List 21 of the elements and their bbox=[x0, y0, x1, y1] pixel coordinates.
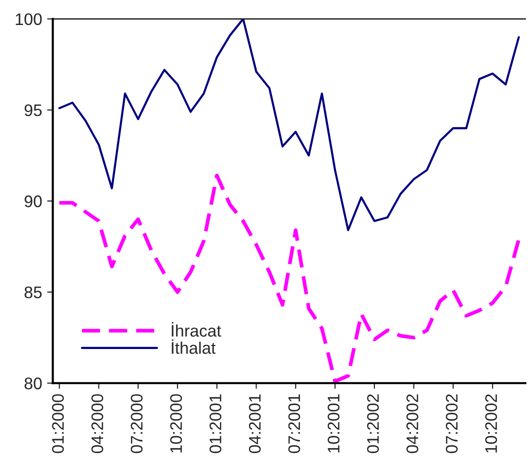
x-tick-label: 07:2001 bbox=[288, 394, 300, 454]
line-series bbox=[58, 174, 521, 384]
x-tick-label: 01:2001 bbox=[210, 394, 222, 454]
y-tick-label: 95 bbox=[24, 104, 42, 116]
y-tick-label: 90 bbox=[24, 195, 42, 208]
y-tick-label: 100 bbox=[16, 13, 42, 26]
x-tick-label: 04:2000 bbox=[91, 394, 104, 454]
x-tick-label: 01:2000 bbox=[52, 394, 64, 454]
x-tick-label: 07:2000 bbox=[130, 394, 143, 454]
x-tick-label: 10:2001 bbox=[328, 394, 340, 453]
y-tick-label: 85 bbox=[24, 286, 42, 298]
x-tick-label: 10:2002 bbox=[485, 394, 498, 453]
x-tick-label: 07:2002 bbox=[446, 394, 458, 454]
legend-label: İthalat bbox=[172, 339, 216, 354]
y-tick-label: 80 bbox=[24, 378, 42, 390]
line-series bbox=[58, 18, 520, 232]
x-tick-label: 04:2001 bbox=[248, 394, 261, 454]
x-tick-label: 10:2000 bbox=[170, 394, 182, 453]
x-tick-label: 04:2002 bbox=[406, 394, 418, 454]
x-tick-label: 01:2002 bbox=[367, 394, 379, 454]
legend-label: İhracat bbox=[172, 322, 222, 337]
